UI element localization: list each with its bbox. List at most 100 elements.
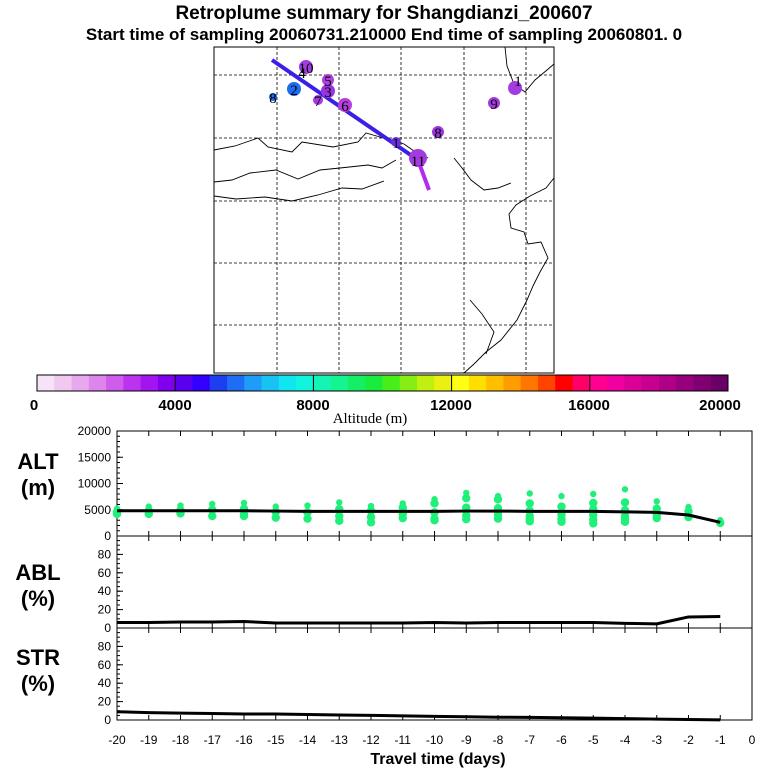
series-line: [117, 615, 721, 626]
panel-label-line: (%): [21, 586, 55, 611]
scatter-point: [557, 502, 566, 511]
colorbar-cell: [244, 375, 263, 391]
x-tick-label: -6: [556, 733, 567, 747]
panel-abl: 0 20 40 60 80 ABL (%): [15, 535, 753, 635]
scatter-point: [336, 499, 343, 506]
scatter-point: [652, 513, 661, 523]
panel-str: 0 20 40 60 80 STR (%): [16, 627, 753, 727]
colorbar-cell: [503, 375, 522, 391]
panel-frame: [116, 627, 753, 721]
colorbar-cell: [693, 375, 712, 391]
x-tick-label: -4: [620, 733, 631, 747]
y-tick-label: 20: [98, 695, 112, 709]
map-borders: [213, 46, 555, 374]
cluster-label: 4: [298, 66, 306, 82]
colorbar-cell: [486, 375, 504, 391]
colorbar-cell: [658, 375, 677, 391]
map-frame: [213, 46, 555, 374]
colorbar-tick: 12000: [430, 397, 472, 414]
colorbar-cell: [175, 375, 193, 391]
scatter-point: [589, 519, 598, 528]
colorbar-cell: [589, 375, 608, 391]
colorbar-cell: [572, 375, 591, 391]
colorbar-tick: 4000: [158, 397, 191, 414]
x-axis-label: Travel time (days): [370, 751, 505, 768]
colorbar-cell: [71, 375, 90, 391]
colorbar-cell: [417, 375, 435, 391]
sampling-times: Start time of sampling 20060731.210000 E…: [85, 25, 683, 44]
x-tick-label: -1: [715, 733, 726, 747]
scatter-point: [303, 514, 312, 523]
scatter-point: [462, 515, 471, 524]
x-tick-label: -8: [493, 733, 504, 747]
panel-label-line: (m): [21, 475, 55, 500]
cluster-marker: [269, 93, 277, 101]
panel-label-line: ALT: [17, 449, 59, 474]
cluster-label: 1: [514, 74, 522, 90]
colorbar-cell: [641, 375, 660, 391]
scatter-point: [271, 513, 280, 522]
scatter-point: [398, 513, 407, 523]
y-tick-label: 10000: [78, 477, 112, 491]
colorbar-cell: [157, 375, 176, 391]
colorbar-cell: [624, 375, 643, 391]
y-tick-label: 0: [104, 713, 111, 727]
scatter-point: [589, 498, 598, 508]
x-tick-label: -10: [426, 733, 444, 747]
series-line: [116, 710, 721, 722]
panel-label-abl: ABL (%): [15, 560, 60, 611]
cluster-label: 11: [411, 154, 425, 170]
cluster-marker: [488, 97, 500, 109]
colorbar-cell: [227, 375, 245, 391]
y-tick-label: 0: [104, 529, 111, 543]
scatter-point: [430, 499, 439, 508]
colorbar-cell: [710, 375, 729, 391]
scatter-point: [620, 517, 630, 527]
scatter-point: [209, 500, 216, 508]
cluster-marker: [313, 95, 323, 105]
plume-map: 10 4 5 2 3 8 7 6 9 1 1 11 8: [213, 46, 555, 374]
colorbar-cell: [88, 375, 107, 391]
colorbar-cell: [382, 375, 401, 391]
x-tick-label: -17: [204, 733, 222, 747]
cluster-marker: [299, 60, 313, 74]
panel-label-line: (%): [21, 671, 55, 696]
scatter-point: [493, 495, 503, 504]
y-tick-label: 80: [98, 547, 112, 561]
y-tick-label: 60: [98, 658, 112, 672]
x-tick-label: -15: [267, 733, 285, 747]
scatter-point: [525, 499, 534, 508]
cluster-label: 8: [434, 126, 442, 142]
scatter-point: [240, 499, 248, 507]
cluster-label: 9: [490, 97, 498, 113]
colorbar-cell: [106, 375, 124, 391]
scatter-point: [653, 498, 660, 505]
cluster-label: 7: [314, 94, 322, 110]
colorbar-tick: 20000: [699, 397, 741, 414]
x-tick-label: -3: [651, 733, 662, 747]
cluster-marker: [338, 98, 352, 112]
y-tick-label: 20000: [78, 424, 112, 438]
scatter-point: [620, 498, 630, 507]
x-tick-label: -5: [588, 733, 599, 747]
x-tick-label: -16: [235, 733, 253, 747]
colorbar-cell: [434, 375, 453, 391]
y-tick-label: 5000: [84, 503, 111, 517]
y-tick-label: 80: [98, 639, 112, 653]
cluster-labels: 10 4 5 2 3 8 7 6 9 1 1 11 8: [269, 61, 522, 170]
colorbar-tick-labels: 0 4000 8000 12000 16000 20000: [30, 397, 741, 414]
series-line: [117, 509, 721, 524]
colorbar-cell: [192, 375, 211, 391]
cluster-marker: [409, 149, 427, 167]
x-tick-label: -18: [172, 733, 190, 747]
panel-label-line: ABL: [15, 560, 60, 585]
colorbar-cell: [296, 375, 314, 391]
colorbar-frame: [36, 374, 729, 392]
y-tick-label: 40: [98, 584, 112, 598]
cluster-marker: [391, 137, 401, 147]
cluster-marker: [287, 82, 301, 96]
cluster-marker: [321, 84, 335, 98]
colorbar-cell: [676, 375, 694, 391]
colorbar-label: Altitude (m): [333, 411, 408, 427]
